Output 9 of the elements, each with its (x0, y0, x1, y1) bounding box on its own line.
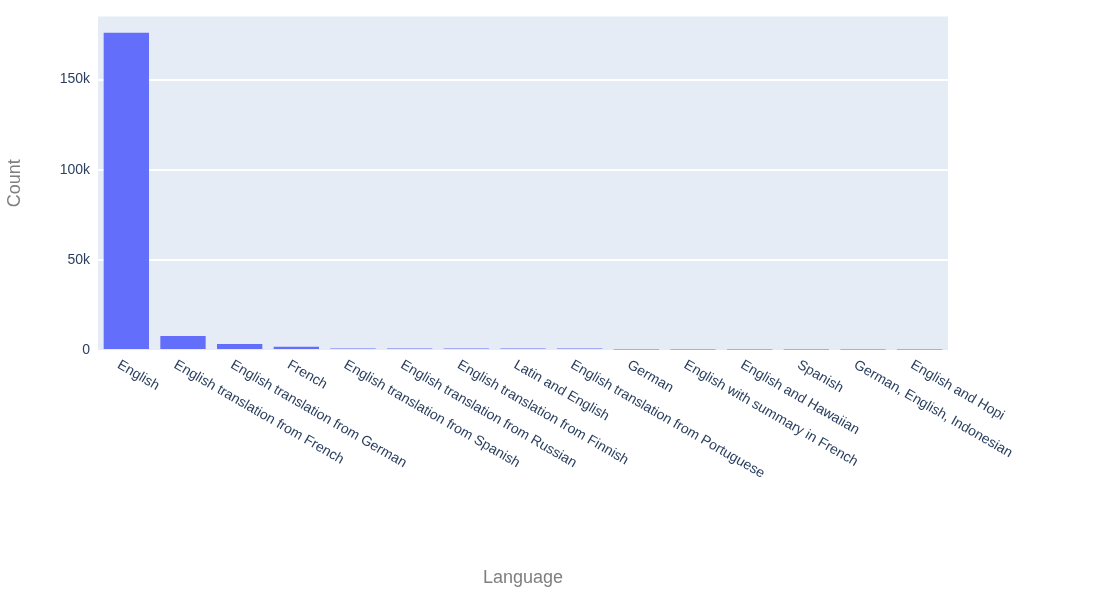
y-tick-label: 100k (59, 160, 91, 177)
y-tick-label: 50k (67, 250, 91, 267)
bar (217, 344, 263, 349)
x-axis-title: Language (482, 566, 564, 587)
y-axis-title: Count (3, 159, 24, 208)
bar (103, 32, 149, 349)
y-tick-label: 0 (82, 340, 91, 357)
bar (160, 335, 206, 349)
y-tick-label: 150k (59, 70, 91, 87)
